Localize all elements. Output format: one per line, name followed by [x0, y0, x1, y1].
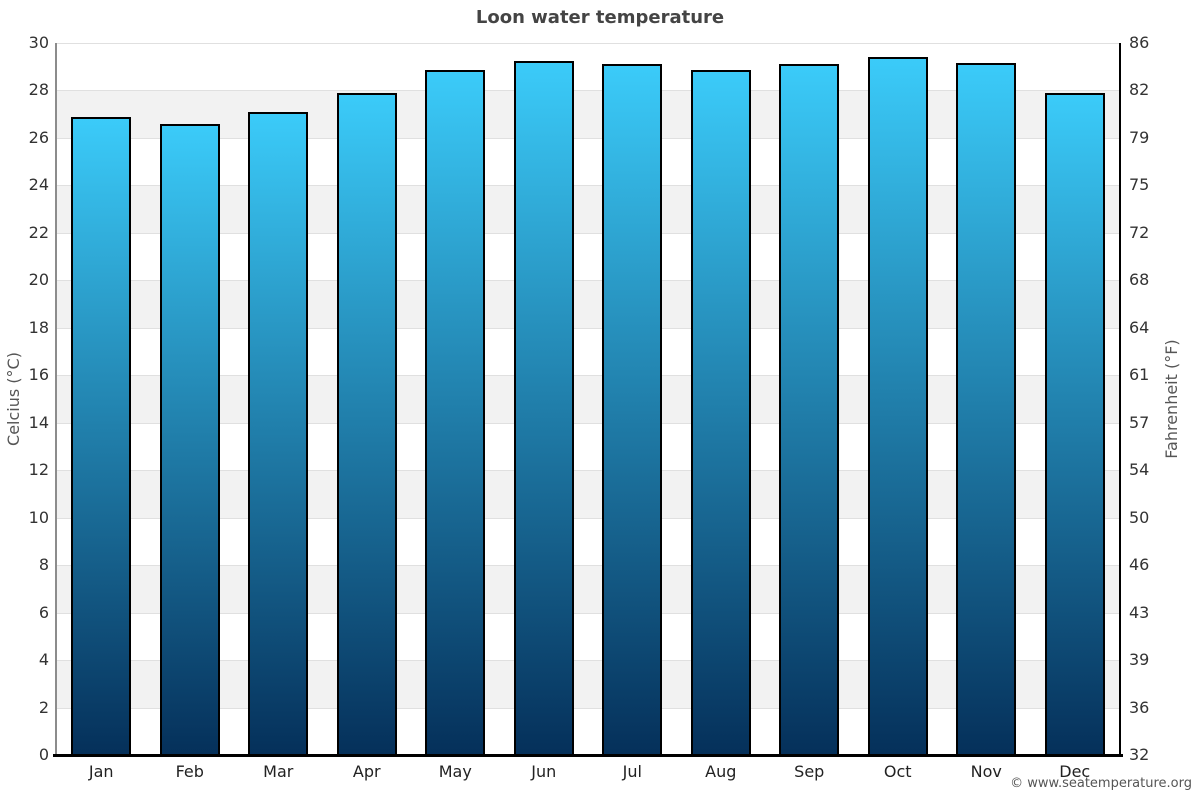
gridline	[57, 233, 1119, 234]
bar-aug	[690, 70, 751, 755]
y-tick-fahrenheit: 75	[1129, 175, 1150, 195]
plot-band	[57, 422, 1119, 471]
y-tick-fahrenheit: 32	[1129, 745, 1150, 764]
y-tick-celsius: 28	[28, 80, 49, 100]
plot-band	[57, 185, 1119, 233]
bar-jul	[602, 64, 663, 755]
bar-sep	[779, 64, 840, 755]
y-tick-celsius: 10	[28, 507, 49, 527]
gridline	[57, 43, 1119, 44]
y-tick-fahrenheit: 86	[1129, 33, 1150, 52]
plot-band	[57, 375, 1119, 423]
bar-jun	[513, 60, 574, 755]
plot-band	[57, 90, 1119, 138]
y-tick-fahrenheit: 46	[1129, 555, 1150, 575]
y-tick-fahrenheit: 68	[1129, 270, 1150, 290]
x-tick-month: Dec	[1059, 762, 1091, 781]
y-tick-celsius: 26	[28, 127, 49, 147]
bar-jan	[71, 116, 132, 755]
gridline	[57, 518, 1119, 519]
y-axis-right-spine	[1119, 43, 1121, 755]
y-tick-celsius: 0	[38, 745, 49, 764]
x-tick-month: Oct	[883, 762, 912, 781]
x-tick-month: Sep	[794, 762, 825, 781]
bar-apr	[336, 92, 397, 755]
y-axis-label-celsius: Celcius (°C)	[4, 352, 23, 446]
plot-band	[57, 517, 1119, 566]
plot-band	[57, 707, 1119, 755]
gridline	[57, 660, 1119, 661]
bar-mar	[248, 111, 309, 755]
plot-band	[57, 280, 1119, 328]
chart-title: Loon water temperature	[475, 7, 725, 28]
y-tick-fahrenheit: 57	[1129, 412, 1150, 432]
x-tick-month: Feb	[175, 762, 204, 781]
bar-feb	[159, 123, 220, 755]
y-tick-fahrenheit: 43	[1129, 602, 1150, 622]
bar-may	[425, 70, 486, 755]
gridline	[57, 565, 1119, 566]
x-tick-month: May	[438, 762, 472, 781]
y-tick-fahrenheit: 54	[1129, 460, 1150, 480]
plot-band	[57, 612, 1119, 661]
y-tick-celsius: 24	[28, 175, 49, 195]
plot-area	[57, 43, 1119, 755]
plot-band	[57, 327, 1119, 376]
gridline	[57, 280, 1119, 281]
x-tick-month: Aug	[705, 762, 737, 781]
x-tick-month: Nov	[970, 762, 1002, 781]
y-tick-celsius: 2	[38, 697, 49, 717]
plot-band	[57, 470, 1119, 518]
plot-band	[57, 565, 1119, 613]
y-tick-fahrenheit: 61	[1129, 365, 1150, 385]
y-tick-celsius: 18	[28, 317, 49, 337]
gridline	[57, 185, 1119, 186]
y-tick-fahrenheit: 36	[1129, 697, 1150, 717]
y-tick-celsius: 8	[38, 555, 49, 575]
bar-nov	[956, 63, 1017, 755]
gridline	[57, 423, 1119, 424]
y-tick-fahrenheit: 39	[1129, 650, 1150, 670]
gridline	[57, 90, 1119, 91]
plot-band	[57, 137, 1119, 186]
y-tick-celsius: 22	[28, 222, 49, 242]
x-tick-month: Jan	[88, 762, 114, 781]
y-tick-celsius: 4	[38, 650, 49, 670]
x-axis-line	[53, 754, 1123, 757]
y-tick-celsius: 6	[38, 602, 49, 622]
y-tick-celsius: 20	[28, 270, 49, 290]
gridline	[57, 328, 1119, 329]
y-tick-fahrenheit: 50	[1129, 507, 1150, 527]
y-tick-celsius: 14	[28, 412, 49, 432]
y-tick-fahrenheit: 82	[1129, 80, 1150, 100]
x-tick-month: Apr	[352, 762, 381, 781]
bar-dec	[1044, 92, 1105, 755]
gridline	[57, 708, 1119, 709]
gridline	[57, 375, 1119, 376]
y-tick-fahrenheit: 72	[1129, 222, 1150, 242]
y-tick-celsius: 16	[28, 365, 49, 385]
plot-band	[57, 232, 1119, 281]
copyright-text: © www.seatemperature.org	[1010, 776, 1192, 791]
plot-band	[57, 43, 1119, 91]
y-tick-fahrenheit: 64	[1129, 317, 1150, 337]
y-tick-celsius: 12	[28, 460, 49, 480]
plot-band	[57, 660, 1119, 708]
y-tick-fahrenheit: 79	[1129, 127, 1150, 147]
x-tick-month: Mar	[263, 762, 294, 781]
y-tick-celsius: 30	[28, 33, 49, 52]
x-tick-month: Jun	[531, 762, 557, 781]
gridline	[57, 470, 1119, 471]
gridline	[57, 138, 1119, 139]
x-tick-month: Jul	[622, 762, 642, 781]
y-axis-label-fahrenheit: Fahrenheit (°F)	[1162, 339, 1181, 459]
y-axis-left-spine	[55, 43, 57, 755]
gridline	[57, 613, 1119, 614]
bar-oct	[867, 57, 928, 755]
